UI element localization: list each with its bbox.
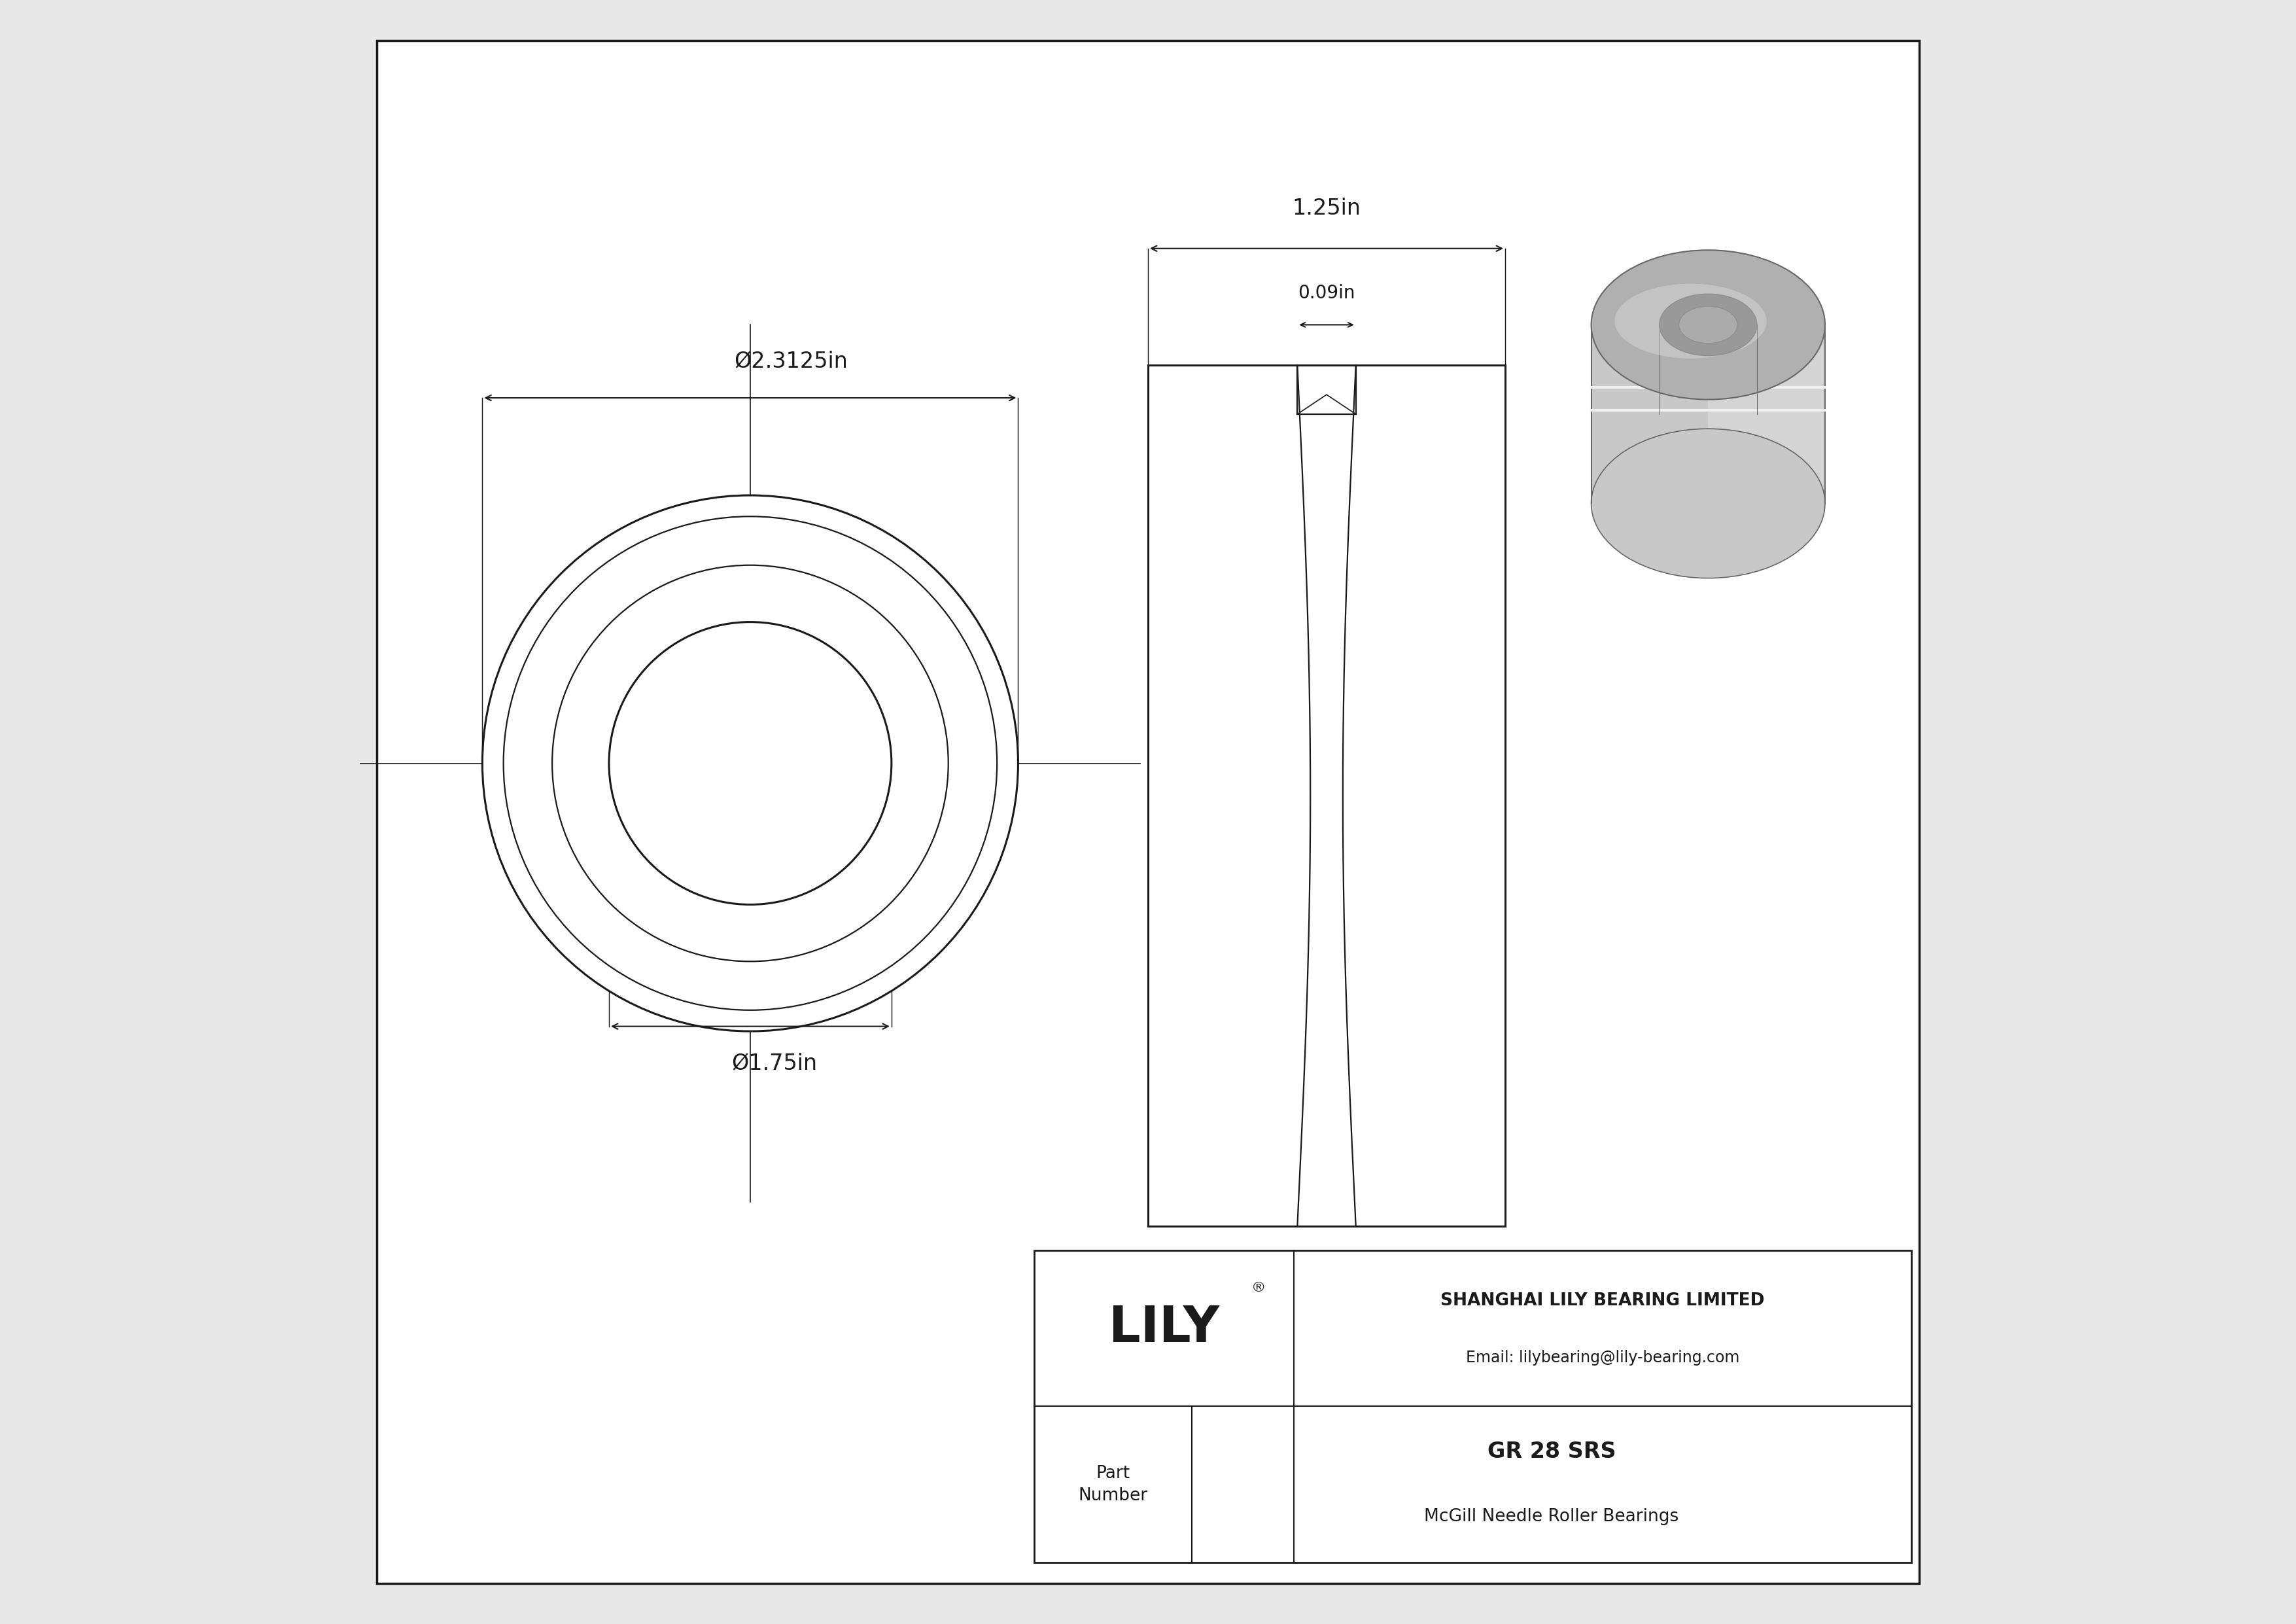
Bar bbox=[1148, 365, 1506, 1226]
Circle shape bbox=[551, 565, 948, 961]
Bar bbox=[1035, 1250, 1910, 1562]
Circle shape bbox=[503, 516, 996, 1010]
Ellipse shape bbox=[1660, 294, 1756, 356]
Text: Ø1.75in: Ø1.75in bbox=[732, 1052, 817, 1073]
Text: SHANGHAI LILY BEARING LIMITED: SHANGHAI LILY BEARING LIMITED bbox=[1440, 1293, 1766, 1309]
Text: LILY: LILY bbox=[1109, 1304, 1219, 1353]
Text: 1.25in: 1.25in bbox=[1293, 198, 1362, 219]
Polygon shape bbox=[1708, 325, 1825, 503]
Ellipse shape bbox=[1591, 250, 1825, 400]
Text: Ø2.3125in: Ø2.3125in bbox=[735, 351, 847, 372]
Text: Email: lilybearing@lily-bearing.com: Email: lilybearing@lily-bearing.com bbox=[1465, 1350, 1740, 1366]
Text: GR 28 SRS: GR 28 SRS bbox=[1488, 1440, 1616, 1463]
Polygon shape bbox=[1591, 325, 1708, 503]
Circle shape bbox=[608, 622, 891, 905]
Ellipse shape bbox=[1614, 284, 1766, 359]
Text: ®: ® bbox=[1251, 1281, 1265, 1294]
Ellipse shape bbox=[1591, 429, 1825, 578]
Ellipse shape bbox=[1678, 307, 1738, 343]
Text: Part
Number: Part Number bbox=[1079, 1465, 1148, 1504]
Text: 0.09in: 0.09in bbox=[1297, 284, 1355, 302]
Text: McGill Needle Roller Bearings: McGill Needle Roller Bearings bbox=[1424, 1509, 1678, 1525]
Circle shape bbox=[482, 495, 1017, 1031]
